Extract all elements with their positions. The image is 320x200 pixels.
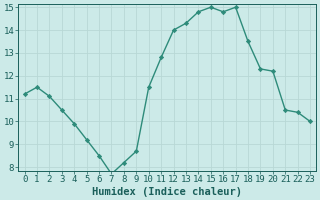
X-axis label: Humidex (Indice chaleur): Humidex (Indice chaleur) [92, 186, 242, 197]
